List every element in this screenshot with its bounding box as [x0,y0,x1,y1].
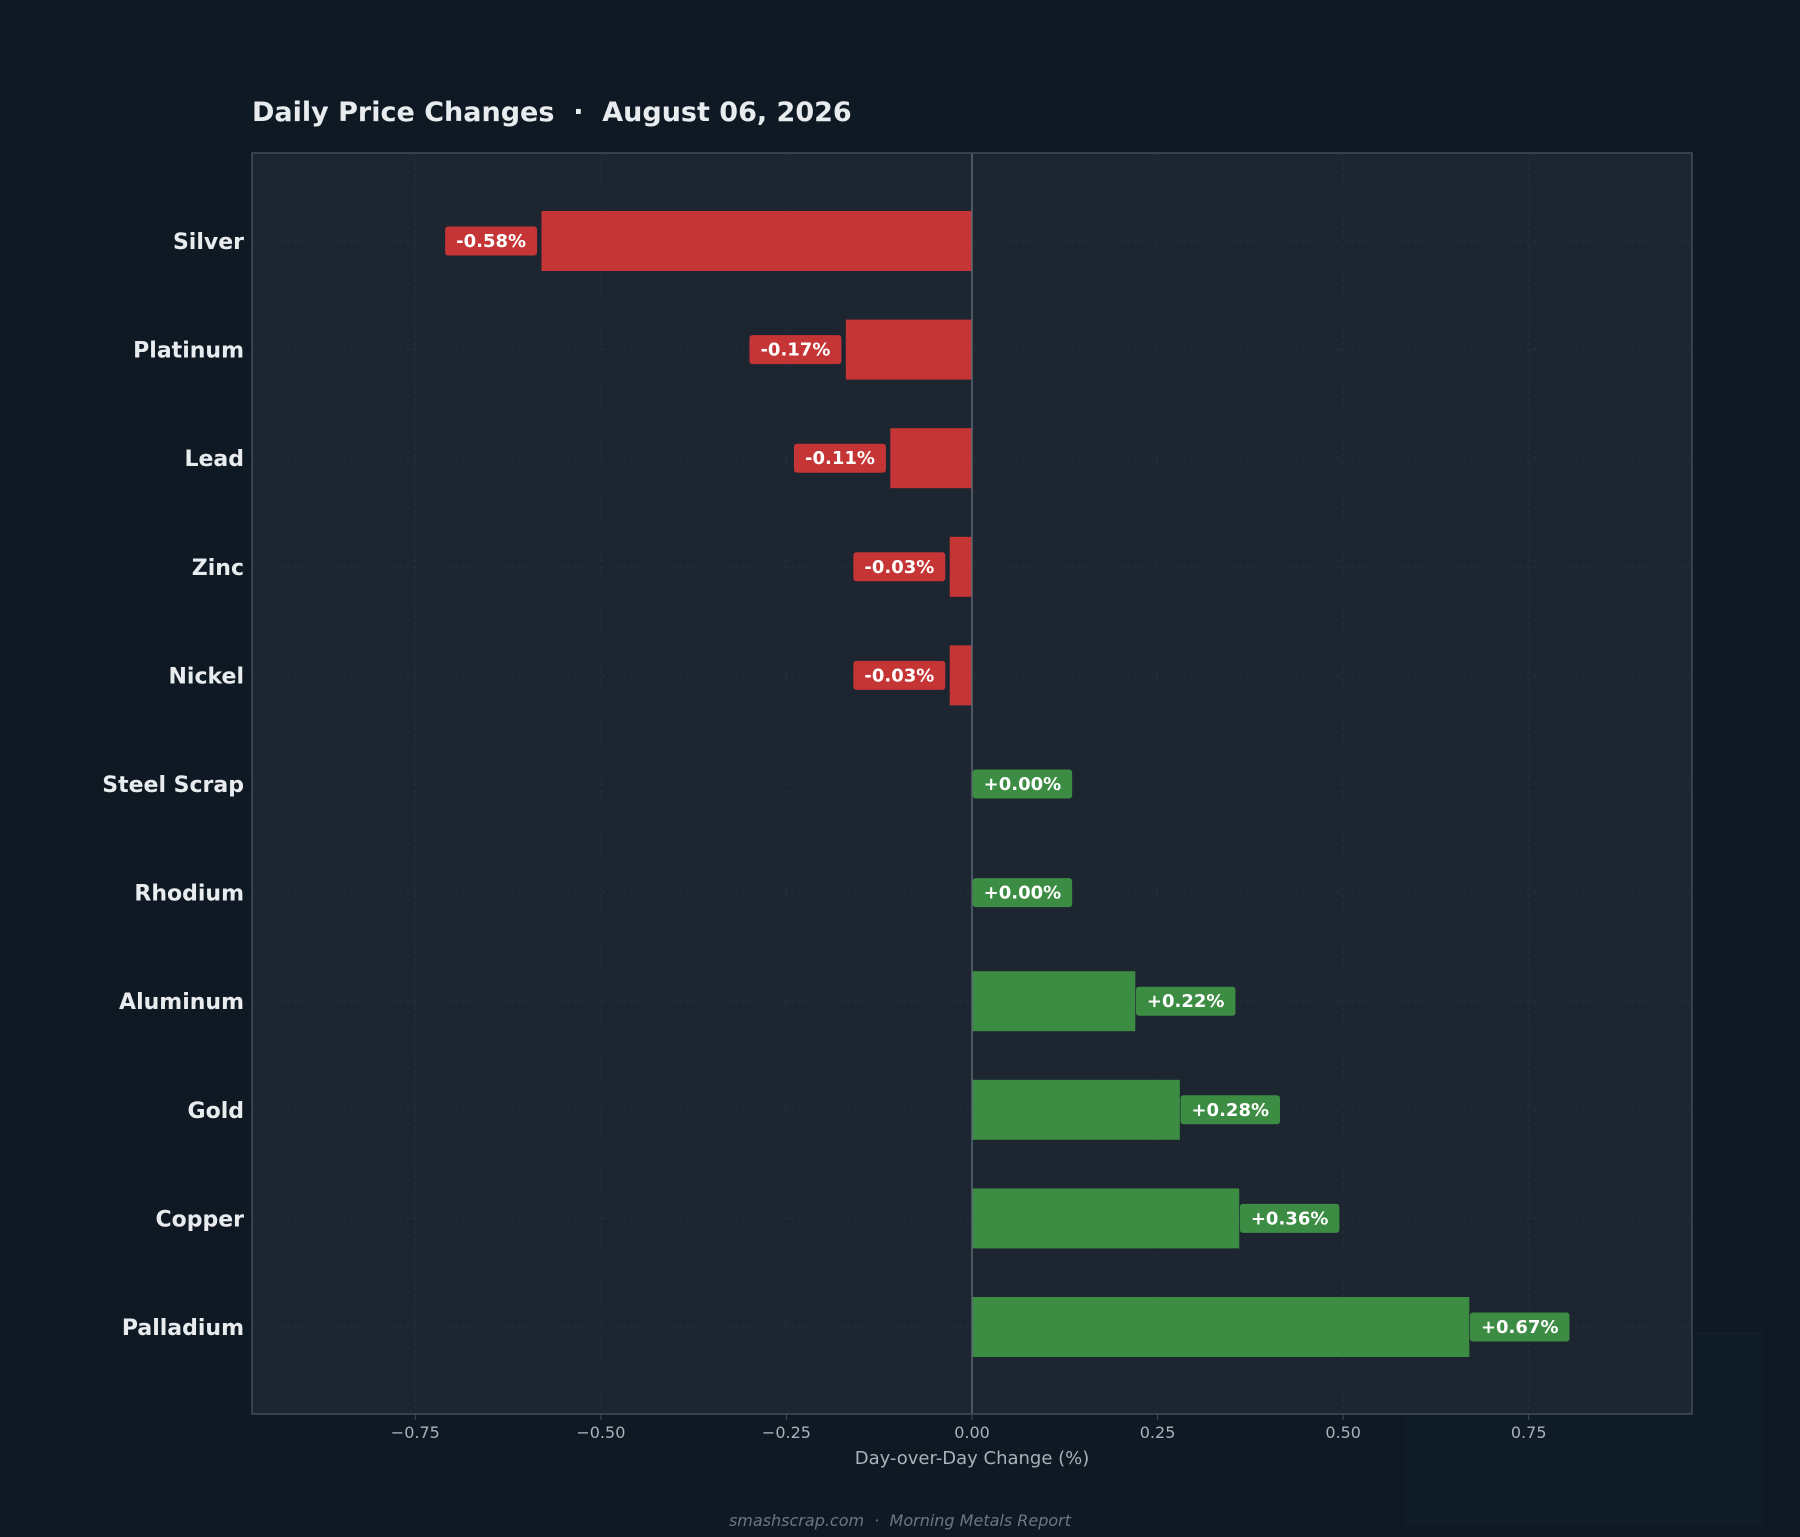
data-label: +0.00% [972,878,1073,908]
bar-lead [890,428,972,489]
bar-gold [972,1079,1180,1140]
footer-source: smashscrap.com · Morning Metals Report [729,1511,1072,1530]
category-label: Platinum [133,339,244,364]
data-label-text: +0.00% [984,883,1062,904]
data-label-badge [972,769,1073,799]
x-tick-label: 0.25 [1140,1423,1176,1442]
bar-silver [541,211,972,271]
data-label-badge [445,226,538,256]
category-labels: Silver Platinum Lead Zinc Nickel Steel Scrap R… [102,230,244,1341]
data-label-text: +0.28% [1191,1100,1269,1121]
bar-aluminum [972,971,1136,1032]
x-tick-label: 0.00 [954,1423,990,1442]
data-label-badge [1180,1095,1281,1125]
category-label: Copper [155,1207,244,1232]
category-label: Steel Scrap [102,773,244,798]
data-label: -0.17% [749,335,842,365]
data-label-text: -0.17% [760,340,830,361]
data-label-badge [1135,986,1236,1016]
category-label: Gold [188,1099,244,1124]
data-label-text: -0.11% [805,448,875,469]
x-tick-label: 0.50 [1325,1423,1361,1442]
data-label: +0.67% [1469,1312,1570,1342]
bar-copper [972,1188,1240,1249]
data-label-text: +0.36% [1251,1208,1329,1229]
category-label: Palladium [122,1316,244,1341]
data-label-text: +0.67% [1481,1317,1559,1338]
category-label: Aluminum [119,990,244,1015]
bar-zinc [949,536,972,597]
x-tick-label: 0.75 [1511,1423,1547,1442]
data-label-text: -0.03% [864,557,934,578]
x-tick-labels: −0.75 −0.50 −0.25 0.00 0.25 0.50 0.75 [391,1414,1547,1442]
data-label-text: -0.03% [864,665,934,686]
bar-nickel [949,645,972,706]
data-label: -0.03% [853,660,946,690]
x-tick-label: −0.25 [762,1423,811,1442]
data-label: +0.22% [1135,986,1236,1016]
chart-title: Daily Price Changes · August 06, 2026 [252,97,852,128]
bar-palladium [972,1297,1470,1357]
data-label-badge [1469,1312,1570,1342]
bar-platinum [845,319,972,380]
data-label-badge [1239,1203,1340,1233]
data-label: -0.58% [445,226,538,256]
category-label: Zinc [192,556,244,581]
x-axis-label: Day-over-Day Change (%) [855,1448,1090,1469]
category-label: Lead [184,447,244,472]
x-tick-label: −0.75 [391,1423,440,1442]
data-label: -0.03% [853,552,946,582]
data-label-badge [853,660,946,690]
data-label-text: +0.00% [984,774,1062,795]
data-label-badge [749,335,842,365]
data-label-text: -0.58% [456,231,526,252]
bars [541,153,1470,1414]
category-label: Silver [173,230,244,255]
data-labels: -0.58% -0.17% -0.11% -0.03% -0.03% +0.00% +0.0… [445,226,1570,1342]
data-label-text: +0.22% [1147,991,1225,1012]
category-label: Rhodium [134,882,244,907]
data-label-badge [793,443,886,473]
data-label-badge [853,552,946,582]
data-label-badge [972,878,1073,908]
data-label: +0.36% [1239,1203,1340,1233]
data-label: -0.11% [793,443,886,473]
data-label: +0.28% [1180,1095,1281,1125]
category-label: Nickel [169,664,245,689]
x-tick-label: −0.50 [576,1423,625,1442]
data-label: +0.00% [972,769,1073,799]
